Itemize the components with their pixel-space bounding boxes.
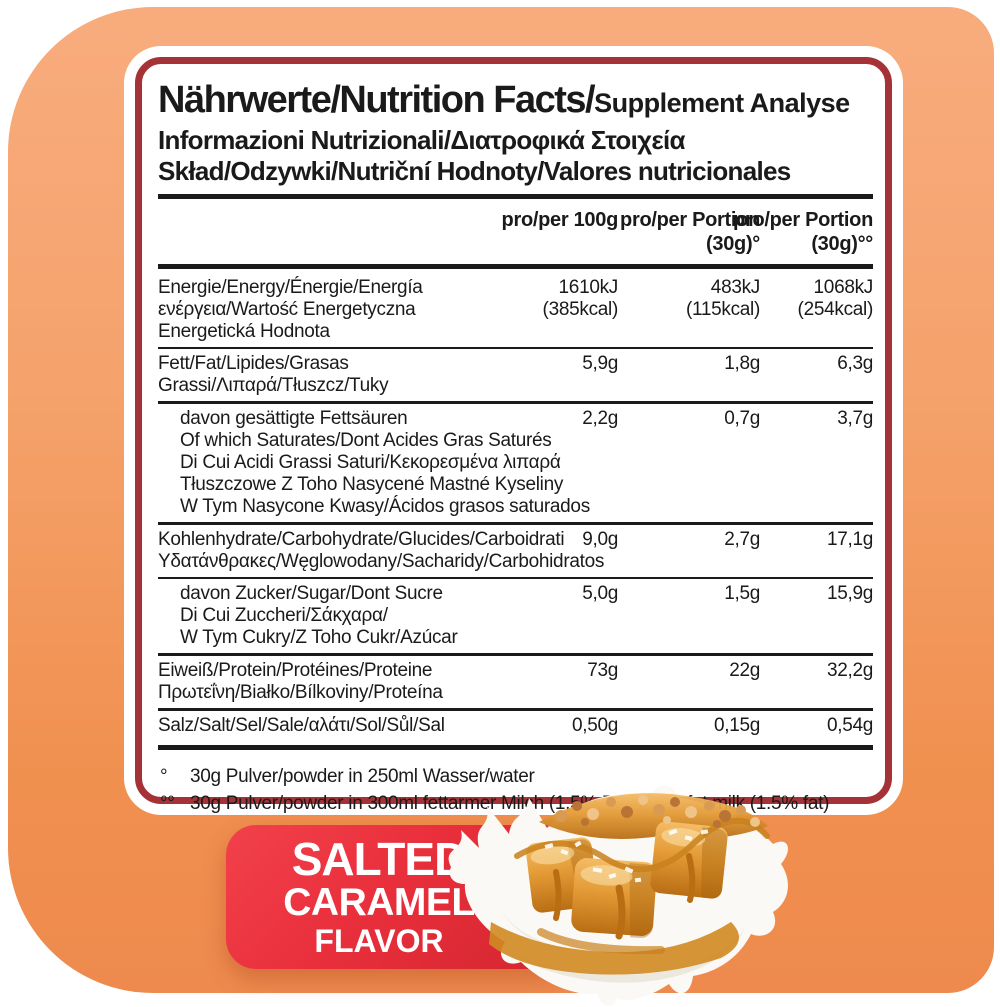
divider-thin <box>158 577 873 579</box>
footnote-text: 30g Pulver/powder in 250ml Wasser/water <box>190 766 535 787</box>
nutrition-row-sugar: davon Zucker/Sugar/Dont Sucre Di Cui Zuc… <box>158 579 873 653</box>
value-line: 1068kJ <box>813 277 874 298</box>
title-line-2: Informazioni Nutrizionali/Διατροφικά Στο… <box>158 125 686 155</box>
value-per-portion-water: 22g <box>729 660 760 681</box>
divider-thin <box>158 401 873 404</box>
divider-thick <box>158 264 873 269</box>
flavor-badge-line-2: CARAMEL <box>283 880 475 924</box>
row-label-line: ενέργεια/Wartość Energetyczna <box>158 299 416 320</box>
row-label-line: Di Cui Zuccheri/Σάκχαρα/ <box>180 605 388 626</box>
value-per-portion-milk: 0,54g <box>826 715 873 736</box>
row-label-line: davon Zucker/Sugar/Dont Sucre <box>180 583 443 604</box>
value-per-portion-water: 2,7g <box>724 529 760 550</box>
row-label: davon gesättigte Fettsäuren Of which Sat… <box>158 408 873 518</box>
title-sub-text: Supplement Analyse <box>594 88 850 118</box>
value-per-portion-water: 1,5g <box>724 583 760 604</box>
value-per-portion-water: 0,7g <box>724 408 760 429</box>
value-line: 483kJ <box>710 277 761 298</box>
divider-thin <box>158 708 873 711</box>
nutrition-row-fat: Fett/Fat/Lipides/Grasas Grassi/Λιπαρά/Tł… <box>158 349 873 401</box>
row-label-line: Υδατάνθρακες/Węglowodany/Sacharidy/Carbo… <box>158 551 605 572</box>
value-per-100g: 5,0g <box>582 583 618 604</box>
value-per-portion-water: 483kJ (115kcal) <box>686 277 760 321</box>
value-per-100g: 1610kJ (385kcal) <box>542 277 619 321</box>
title-line-1: Nährwerte/Nutrition Facts/Supplement Ana… <box>158 78 873 125</box>
row-label: Salz/Salt/Sel/Sale/αλάτι/Sol/Sůl/Sal <box>158 715 873 737</box>
row-label-line: Of which Saturates/Dont Acides Gras Satu… <box>180 430 552 451</box>
row-label-line: Eiweiß/Protein/Protéines/Proteine <box>158 660 433 681</box>
value-per-portion-water: 1,8g <box>724 353 760 374</box>
divider-thick <box>158 745 873 750</box>
title-main-text: Nährwerte/Nutrition Facts/ <box>158 79 596 121</box>
row-label: Energie/Energy/Énergie/Energía ενέργεια/… <box>158 277 873 343</box>
column-header-line: (30g)° <box>706 233 760 255</box>
divider-thick <box>158 194 873 199</box>
value-line: (115kcal) <box>685 299 760 320</box>
row-label-line: davon gesättigte Fettsäuren <box>180 408 408 429</box>
value-line: 1610kJ <box>558 277 619 298</box>
title-line-3: Skład/Odzywki/Nutriční Hodnoty/Valores n… <box>158 156 791 186</box>
column-header-row: pro/per 100g pro/per Portion (30g)° pro/… <box>158 203 874 260</box>
value-per-100g: 73g <box>587 660 618 681</box>
row-label-line: Grassi/Λιπαρά/Tłuszcz/Tuky <box>158 375 389 396</box>
divider-thin <box>158 347 873 349</box>
nutrition-row-protein: Eiweiß/Protein/Protéines/Proteine Πρωτεΐ… <box>158 656 873 708</box>
value-line: (254kcal) <box>797 299 874 320</box>
value-per-portion-milk: 15,9g <box>826 583 873 604</box>
nutrition-facts-panel: Nährwerte/Nutrition Facts/Supplement Ana… <box>135 57 892 814</box>
column-header-per-portion-milk: pro/per Portion (30g)°° <box>733 208 873 256</box>
flavor-badge-line-3: FLAVOR <box>314 922 444 959</box>
nutrition-row-saturates: davon gesättigte Fettsäuren Of which Sat… <box>158 404 873 522</box>
row-label-line: Di Cui Acidi Grassi Saturi/Κεκορεσμένα λ… <box>180 452 561 473</box>
value-per-portion-milk: 17,1g <box>826 529 873 550</box>
value-per-100g: 0,50g <box>571 715 618 736</box>
column-header-line: pro/per Portion <box>733 209 873 231</box>
orange-background-panel: Nährwerte/Nutrition Facts/Supplement Ana… <box>8 7 994 1006</box>
footnote-mark: ° <box>160 766 168 787</box>
column-header-per-100g: pro/per 100g <box>501 208 619 232</box>
row-label-line: W Tym Cukry/Z Toho Cukr/Azúcar <box>180 627 458 648</box>
value-per-100g: 9,0g <box>582 529 618 550</box>
column-header-line: pro/per Portion <box>620 209 760 231</box>
value-per-portion-water: 0,15g <box>713 715 760 736</box>
column-header-line: pro/per 100g <box>501 209 619 231</box>
value-per-portion-milk: 3,7g <box>837 408 873 429</box>
value-line: (385kcal) <box>542 299 619 320</box>
panel-title: Nährwerte/Nutrition Facts/Supplement Ana… <box>158 78 873 187</box>
row-label-line: W Tym Nasycone Kwasy/Ácidos grasos satur… <box>180 496 590 517</box>
row-label: Eiweiß/Protein/Protéines/Proteine Πρωτεΐ… <box>158 660 873 704</box>
row-label-line: Kohlenhydrate/Carbohydrate/Glucides/Carb… <box>158 529 565 550</box>
row-label: davon Zucker/Sugar/Dont Sucre Di Cui Zuc… <box>158 583 873 649</box>
value-per-portion-milk: 1068kJ (254kcal) <box>797 277 874 321</box>
column-header-per-portion-water: pro/per Portion (30g)° <box>620 208 760 256</box>
row-label-line: Salz/Salt/Sel/Sale/αλάτι/Sol/Sůl/Sal <box>158 715 445 736</box>
divider-thin <box>158 653 873 656</box>
footnote-mark: °° <box>160 793 175 814</box>
row-label-line: Tłuszczowe Z Toho Nasycené Mastné Kyseli… <box>180 474 564 495</box>
divider-thin <box>158 522 873 525</box>
column-header-line: (30g)°° <box>811 233 873 255</box>
value-per-100g: 5,9g <box>582 353 618 374</box>
row-label: Kohlenhydrate/Carbohydrate/Glucides/Carb… <box>158 529 873 573</box>
value-per-100g: 2,2g <box>582 408 618 429</box>
row-label-line: Energie/Energy/Énergie/Energía <box>158 277 423 298</box>
nutrition-row-energy: Energie/Energy/Énergie/Energía ενέργεια/… <box>158 273 873 347</box>
nutrition-row-carbohydrate: Kohlenhydrate/Carbohydrate/Glucides/Carb… <box>158 525 873 577</box>
row-label-line: Energetická Hodnota <box>158 321 330 342</box>
caramel-milk-splash-image <box>448 785 788 1006</box>
row-label: Fett/Fat/Lipides/Grasas Grassi/Λιπαρά/Tł… <box>158 353 873 397</box>
value-per-portion-milk: 6,3g <box>837 353 873 374</box>
nutrition-row-salt: Salz/Salt/Sel/Sale/αλάτι/Sol/Sůl/Sal 0,5… <box>158 711 873 741</box>
flavor-badge-line-1: SALTED <box>291 832 468 885</box>
footnote-water: ° 30g Pulver/powder in 250ml Wasser/wate… <box>160 763 873 790</box>
value-per-portion-milk: 32,2g <box>826 660 873 681</box>
row-label-line: Πρωτεΐνη/Białko/Bílkoviny/Proteína <box>158 682 443 703</box>
row-label-line: Fett/Fat/Lipides/Grasas <box>158 353 349 374</box>
